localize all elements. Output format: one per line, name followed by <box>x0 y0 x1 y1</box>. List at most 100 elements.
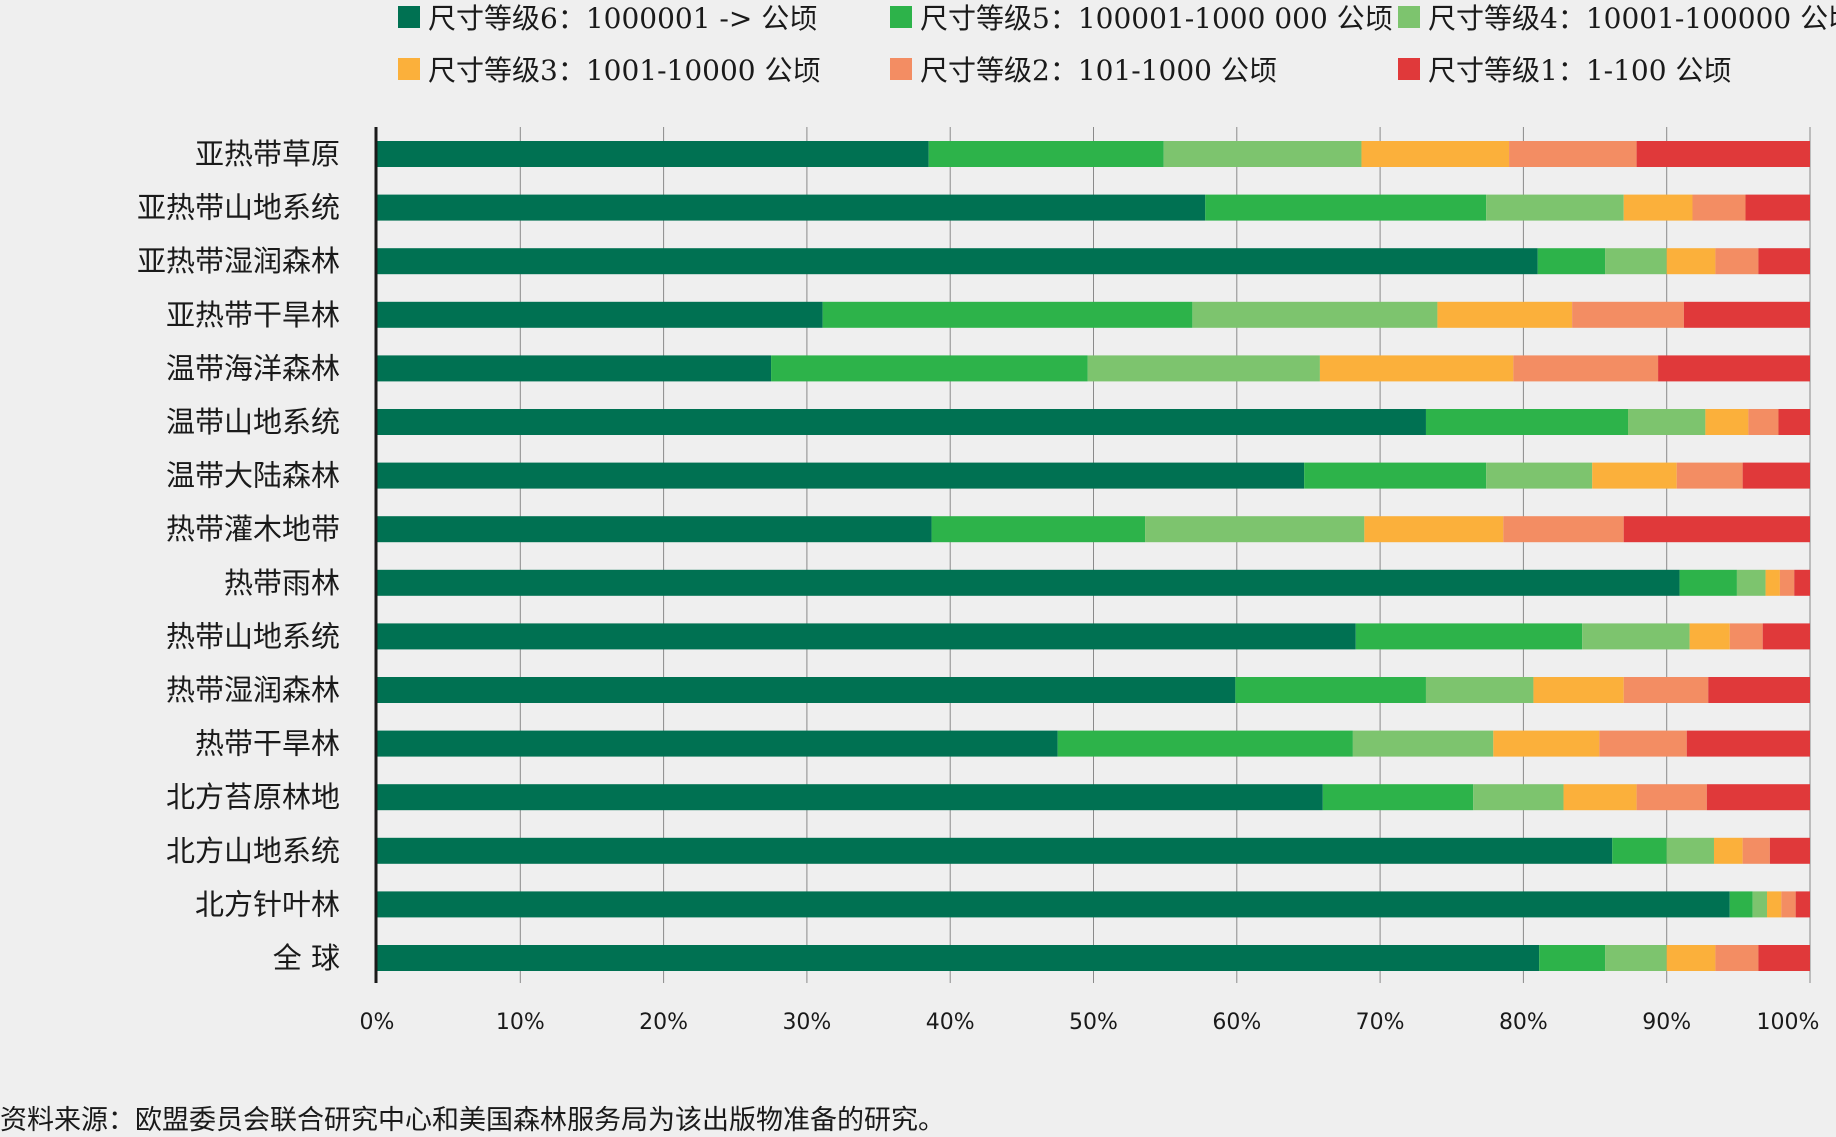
bar-segment <box>1686 730 1810 757</box>
bar-segment <box>1683 301 1810 328</box>
x-tick-label: 100% <box>1757 1010 1820 1035</box>
bar-segment <box>377 837 1613 864</box>
bar-segment <box>1748 409 1779 435</box>
bar-segment <box>377 677 1236 703</box>
bar-segment <box>377 730 1058 757</box>
legend-swatch <box>1398 58 1420 80</box>
legend-swatch <box>890 58 912 80</box>
category-labels: 亚热带草原亚热带山地系统亚热带湿润森林亚热带干旱林温带海洋森林温带山地系统温带大… <box>137 137 340 975</box>
bar-segment <box>1605 248 1667 275</box>
bar-segment <box>377 516 932 543</box>
bar-segment <box>1729 891 1753 918</box>
legend-label: 尺寸等级4：10001-100000 公顷 <box>1428 2 1836 35</box>
legend-item: 尺寸等级4：10001-100000 公顷 <box>1398 0 1836 35</box>
bar-segment <box>1795 891 1810 918</box>
bar-segment <box>1713 837 1743 864</box>
bar-segment <box>1612 837 1667 864</box>
bar-segment <box>1745 194 1810 221</box>
bar-segment <box>1205 194 1487 221</box>
bar-segment <box>377 569 1680 596</box>
x-tick-label: 50% <box>1069 1010 1118 1035</box>
stacked-bar-chart: 亚热带草原亚热带山地系统亚热带湿润森林亚热带干旱林温带海洋森林温带山地系统温带大… <box>137 127 1820 1035</box>
x-tick-label: 40% <box>926 1010 975 1035</box>
bar-segment <box>1706 784 1810 811</box>
bar-segment <box>1762 623 1810 650</box>
legend-swatch <box>890 6 912 28</box>
bar-segment <box>1752 891 1768 918</box>
bar-segment <box>1537 248 1606 275</box>
x-tick-label: 90% <box>1642 1010 1691 1035</box>
bar-segment <box>1582 623 1690 650</box>
bar-segment <box>377 891 1730 918</box>
legend-swatch <box>398 6 420 28</box>
bar-segment <box>1636 784 1707 811</box>
bar-segment <box>1509 141 1637 167</box>
x-tick-label: 0% <box>360 1010 395 1035</box>
bar-segment <box>1758 945 1810 971</box>
category-label: 亚热带湿润森林 <box>137 244 340 278</box>
bar-segment <box>1715 248 1759 275</box>
bar-segment <box>1503 516 1624 543</box>
category-label: 全 球 <box>273 941 340 975</box>
bar-segment <box>1322 784 1474 811</box>
category-label: 热带雨林 <box>224 566 340 600</box>
bar-segment <box>931 516 1146 543</box>
legend-item: 尺寸等级3：1001-10000 公顷 <box>398 52 821 87</box>
bar-segment <box>377 301 823 328</box>
bar-segment <box>377 248 1538 275</box>
bar-segment <box>1352 730 1494 757</box>
bar-segment <box>1425 677 1534 703</box>
source-note: 资料来源：欧盟委员会联合研究中心和美国森林服务局为该出版物准备的研究。 <box>0 1105 945 1136</box>
bar-segment <box>1235 677 1426 703</box>
bar-segment <box>1778 409 1810 435</box>
x-tick-label: 20% <box>639 1010 688 1035</box>
category-label: 北方苔原林地 <box>166 780 340 814</box>
bar-segment <box>377 784 1323 811</box>
bar-segment <box>1689 623 1730 650</box>
legend-label: 尺寸等级1：1-100 公顷 <box>1428 54 1732 87</box>
bar-segment <box>1705 409 1749 435</box>
category-label: 亚热带草原 <box>195 137 340 171</box>
bar-segment <box>377 141 929 167</box>
category-label: 热带山地系统 <box>166 619 340 653</box>
legend-label: 尺寸等级3：1001-10000 公顷 <box>428 54 821 87</box>
bar-segment <box>1304 462 1487 489</box>
x-tick-label: 30% <box>782 1010 831 1035</box>
category-label: 热带湿润森林 <box>166 673 340 707</box>
bar-segment <box>1658 355 1810 382</box>
bar-segment <box>1765 569 1780 596</box>
bar-segment <box>377 194 1206 221</box>
bar-segment <box>1493 730 1600 757</box>
bar-segment <box>1623 516 1810 543</box>
legend-swatch <box>398 58 420 80</box>
bar-segment <box>1758 248 1810 275</box>
bar-segments <box>377 141 1810 971</box>
legend-item: 尺寸等级1：1-100 公顷 <box>1398 52 1732 87</box>
category-label: 北方针叶林 <box>195 887 340 921</box>
x-tick-label: 10% <box>496 1010 545 1035</box>
legend-label: 尺寸等级6：1000001 -> 公顷 <box>428 2 818 35</box>
bar-segment <box>928 141 1164 167</box>
bar-segment <box>1636 141 1810 167</box>
bar-segment <box>1666 837 1714 864</box>
bar-segment <box>1364 516 1504 543</box>
bar-segment <box>377 409 1426 435</box>
bar-segment <box>1666 248 1716 275</box>
bar-segment <box>1425 409 1629 435</box>
bar-segment <box>1513 355 1659 382</box>
bar-segment <box>1192 301 1438 328</box>
category-label: 温带大陆森林 <box>166 459 340 493</box>
bar-segment <box>1319 355 1514 382</box>
category-label: 热带干旱林 <box>195 727 340 761</box>
category-label: 北方山地系统 <box>166 834 340 868</box>
bar-segment <box>771 355 1088 382</box>
bar-segment <box>377 945 1540 971</box>
bar-segment <box>1715 945 1759 971</box>
bar-segment <box>377 623 1356 650</box>
legend-label: 尺寸等级2：101-1000 公顷 <box>920 54 1277 87</box>
bar-segment <box>1361 141 1510 167</box>
legend-item: 尺寸等级5：100001-1000 000 公顷 <box>890 0 1393 35</box>
bar-segment <box>1163 141 1362 167</box>
category-label: 热带灌木地带 <box>166 512 340 546</box>
bar-segment <box>377 462 1305 489</box>
